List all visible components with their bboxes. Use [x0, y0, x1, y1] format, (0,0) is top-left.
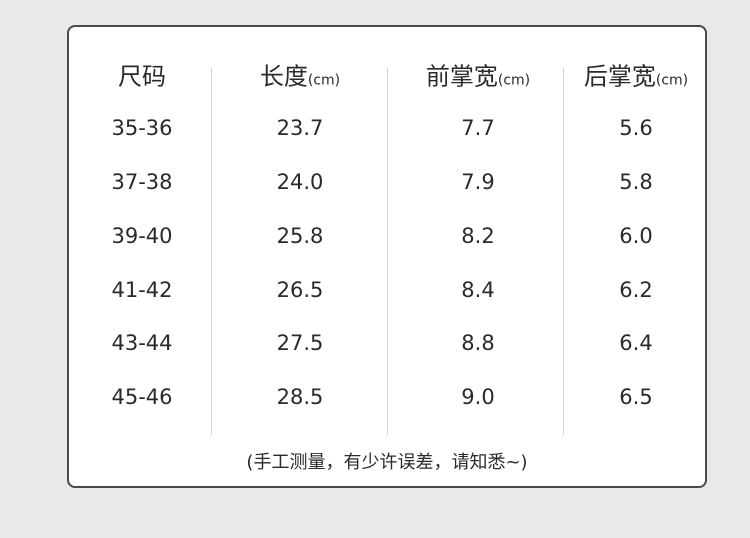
column-header: 前掌宽(cm) — [426, 57, 530, 92]
header-unit: (cm) — [655, 72, 689, 89]
column-divider — [387, 67, 388, 435]
table-cell: 5.6 — [619, 116, 653, 140]
table-cell: 6.0 — [619, 224, 653, 248]
header-label: 后掌宽 — [583, 62, 656, 91]
table-cell: 5.8 — [619, 170, 653, 194]
header-label: 尺码 — [118, 62, 166, 91]
table-cell: 6.4 — [619, 331, 653, 355]
table-cell: 27.5 — [276, 331, 324, 355]
table-cell: 6.2 — [619, 278, 653, 302]
column-divider — [563, 67, 564, 435]
table-cell: 6.5 — [619, 385, 653, 409]
table-cell: 24.0 — [276, 170, 324, 194]
column-header: 长度(cm) — [260, 57, 340, 92]
header-label: 长度 — [259, 62, 308, 91]
table-cell: 37-38 — [111, 170, 173, 194]
column-header: 后掌宽(cm) — [584, 57, 688, 92]
table-cell: 35-36 — [111, 116, 173, 140]
header-unit: (cm) — [497, 72, 531, 89]
measurement-note: (手工测量，有少许误差，请知悉~) — [246, 452, 528, 473]
table-cell: 9.0 — [461, 385, 495, 409]
table-cell: 39-40 — [111, 224, 173, 248]
table-cell: 8.4 — [461, 278, 495, 302]
column-divider — [211, 67, 212, 435]
table-cell: 7.7 — [461, 116, 495, 140]
table-cell: 45-46 — [111, 385, 173, 409]
table-cell: 23.7 — [276, 116, 324, 140]
table-cell: 8.2 — [461, 224, 495, 248]
table-cell: 7.9 — [461, 170, 495, 194]
header-unit: (cm) — [307, 72, 341, 89]
table-cell: 8.8 — [461, 331, 495, 355]
table-cell: 26.5 — [276, 278, 324, 302]
table-cell: 28.5 — [276, 385, 324, 409]
column-header: 尺码 — [118, 57, 166, 92]
table-cell: 43-44 — [111, 331, 173, 355]
size-chart-card: (手工测量，有少许误差，请知悉~) 尺码 长度(cm) 前掌宽(cm) 后掌宽(cm)… — [67, 25, 707, 488]
header-label: 前掌宽 — [425, 62, 498, 91]
table-cell: 25.8 — [276, 224, 324, 248]
table-cell: 41-42 — [111, 278, 173, 302]
